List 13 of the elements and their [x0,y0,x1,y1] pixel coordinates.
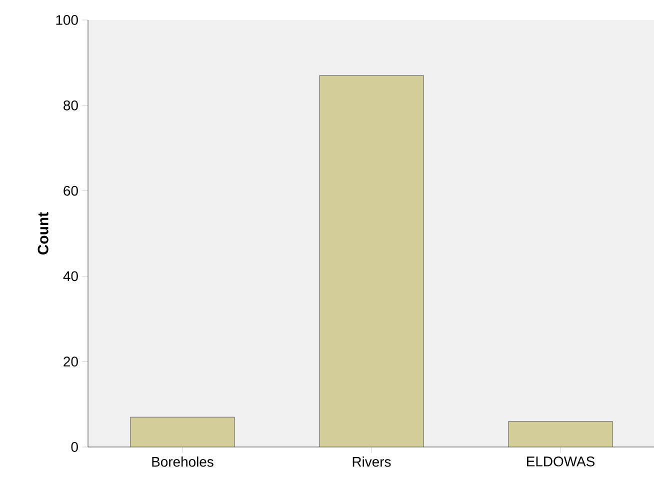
y-tick-label: 0 [71,442,78,452]
bar [508,421,613,447]
y-tick-label: 60 [64,186,78,196]
x-tick-label: ELDOWAS [527,456,594,466]
y-tick-label: 40 [63,271,78,282]
y-tick-label: 80 [64,100,78,110]
x-tick-label: Boreholes [152,456,214,467]
y-tick-label: 100 [56,15,78,25]
y-tick-label: 20 [64,356,78,367]
y-axis-title: Count [38,212,48,254]
x-tick-label: Rivers [352,456,391,467]
bar [319,75,424,447]
bar [130,416,235,447]
